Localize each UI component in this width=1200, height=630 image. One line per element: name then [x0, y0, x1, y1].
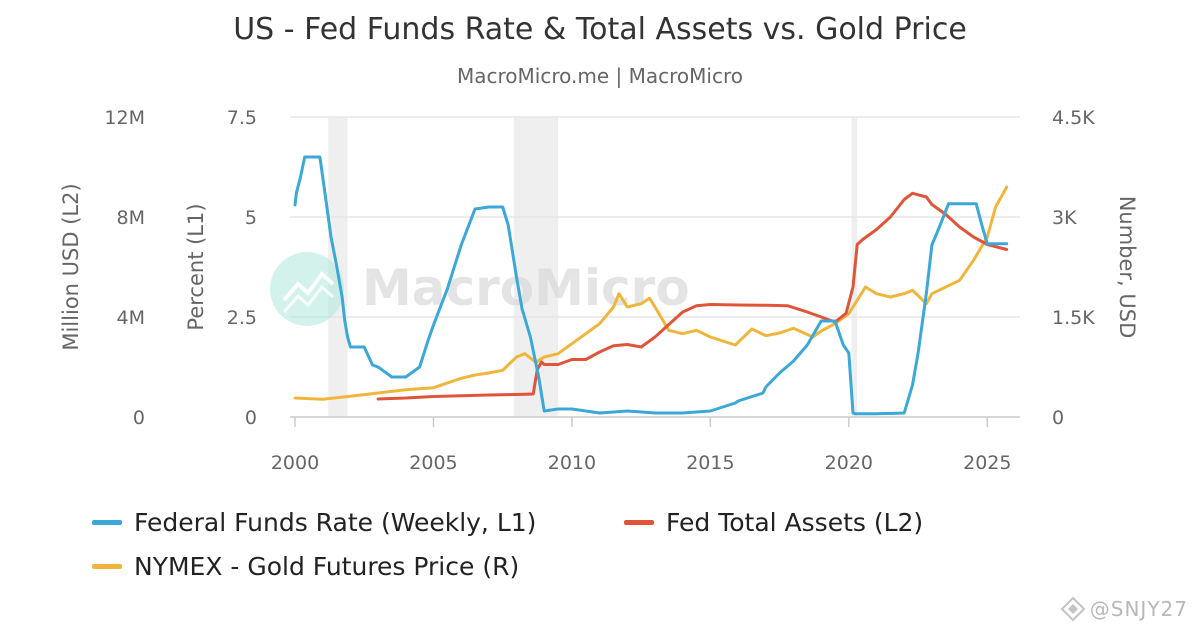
y-axis-title-l2: Million USD (L2) [59, 183, 83, 350]
x-tick-label: 2025 [963, 452, 1011, 474]
y-tick-label-l1: 0 [245, 407, 257, 429]
legend-swatch [624, 520, 654, 525]
y-tick-label-l2: 4M [117, 307, 145, 329]
grid-lines [290, 116, 1020, 418]
y-axis-title-r: Number, USD [1115, 196, 1139, 339]
y-tick-label-r: 4.5K [1052, 107, 1095, 129]
y-tick-label-l1: 7.5 [227, 107, 257, 129]
corner-watermark: @SNJY27 [1060, 596, 1188, 622]
legend-item-fed-assets[interactable]: Fed Total Assets (L2) [624, 508, 923, 537]
y-tick-label-r: 3K [1052, 207, 1077, 229]
legend-item-fed-funds[interactable]: Federal Funds Rate (Weekly, L1) [92, 508, 536, 537]
watermark-logo-icon [270, 252, 344, 326]
x-tick-label: 2010 [548, 452, 596, 474]
y-tick-label-r: 0 [1052, 407, 1064, 429]
series-lines [293, 155, 1009, 416]
x-tick-label: 2020 [825, 452, 873, 474]
series-line-fed-funds[interactable] [293, 155, 1009, 416]
axes: 0 4M 8M 12M 0 2.5 5 7.5 0 1.5K 3K 4.5K 2000 2005 2010 2… [59, 107, 1139, 474]
x-tick-label: 2000 [271, 452, 319, 474]
chart-subtitle: MacroMicro.me | MacroMicro [457, 64, 743, 88]
watermark-logo-line [282, 271, 335, 302]
y-tick-label-l2: 8M [117, 207, 145, 229]
y-axis-title-l1: Percent (L1) [184, 203, 208, 330]
y-tick-label-l1: 5 [245, 207, 257, 229]
diamond-logo-icon [1060, 596, 1086, 622]
y-tick-label-l2: 0 [133, 407, 145, 429]
y-tick-label-r: 1.5K [1052, 307, 1095, 329]
watermark: MacroMicro [270, 252, 690, 326]
legend-item-gold[interactable]: NYMEX - Gold Futures Price (R) [92, 552, 519, 581]
legend-label: Federal Funds Rate (Weekly, L1) [134, 508, 537, 537]
corner-watermark-text: @SNJY27 [1089, 597, 1188, 621]
watermark-text: MacroMicro [362, 259, 690, 317]
x-tick-label: 2015 [686, 452, 734, 474]
legend-label: NYMEX - Gold Futures Price (R) [134, 552, 520, 581]
y-tick-label-l1: 2.5 [227, 307, 257, 329]
chart-title: US - Fed Funds Rate & Total Assets vs. G… [233, 12, 967, 47]
series-line-gold[interactable] [293, 185, 1009, 401]
x-tick-label: 2005 [409, 452, 457, 474]
legend-swatch [92, 564, 122, 569]
watermark-logo-line [282, 284, 335, 313]
y-tick-label-l2: 12M [104, 107, 145, 129]
legend-swatch [92, 520, 122, 525]
legend-label: Fed Total Assets (L2) [666, 508, 924, 537]
